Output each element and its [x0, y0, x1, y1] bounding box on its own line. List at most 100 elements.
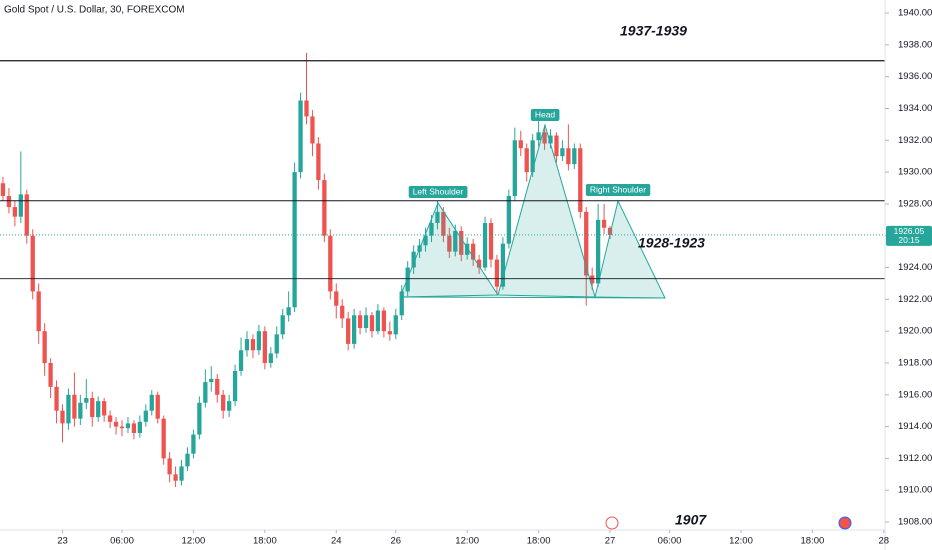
x-tick-label: 23 — [57, 536, 68, 547]
candle-body — [137, 421, 143, 433]
candle-body — [268, 353, 273, 363]
candle-body — [435, 211, 440, 224]
y-tick-label: 1928.00 — [898, 198, 932, 209]
candle-body — [441, 211, 446, 236]
candle-body — [54, 386, 59, 411]
event-flag-icon[interactable] — [838, 516, 852, 530]
candle-body — [102, 401, 107, 416]
candle-body — [72, 394, 77, 419]
candle-body — [607, 227, 613, 235]
candle-body — [185, 453, 190, 467]
x-tick-label: 12:00 — [182, 536, 206, 547]
x-tick-label: 18:00 — [527, 536, 551, 547]
y-tick-label: 1940.00 — [898, 8, 932, 19]
y-tick-label: 1908.00 — [898, 517, 932, 528]
candle-body — [506, 195, 512, 244]
x-tick-label: 18:00 — [801, 536, 825, 547]
candle-body — [465, 243, 470, 255]
y-tick-label: 1922.00 — [898, 294, 932, 305]
neckline — [399, 296, 666, 299]
candle-body — [90, 397, 95, 418]
candle-body — [375, 310, 381, 332]
candle-body — [226, 401, 232, 411]
candle-body — [518, 140, 523, 149]
candle-body — [322, 180, 327, 236]
candle-body — [536, 132, 541, 141]
x-tick-label: 27 — [605, 536, 616, 547]
y-tick-label: 1938.00 — [898, 39, 932, 50]
head-and-shoulders-pattern — [399, 123, 666, 299]
candle-body — [66, 394, 71, 424]
candle-body — [595, 219, 601, 284]
candle-body — [488, 223, 494, 260]
candle-body — [304, 100, 309, 117]
candle-body — [578, 148, 583, 212]
candle-body — [500, 243, 506, 287]
candle-body — [0, 183, 6, 196]
y-tick-label: 1924.00 — [898, 262, 932, 273]
candle-body — [411, 251, 416, 268]
candle-body — [340, 305, 345, 319]
candle-body — [292, 172, 297, 308]
candle-body — [78, 402, 83, 419]
candle-body — [453, 230, 458, 252]
x-tick-label: 12:00 — [455, 536, 479, 547]
candle-body — [232, 370, 238, 402]
candle-body — [590, 275, 595, 284]
candle-body — [12, 207, 18, 217]
candle-body — [482, 223, 488, 268]
candle-body — [250, 339, 256, 351]
countdown-label: 20:15 — [898, 235, 920, 245]
candle-body — [96, 401, 101, 418]
pattern-label: Head — [530, 109, 560, 121]
candle-body — [560, 148, 565, 157]
candle-body — [542, 132, 547, 144]
candle-body — [494, 259, 500, 287]
candle-body — [143, 410, 148, 422]
candle-body — [179, 466, 184, 481]
candle-body — [125, 423, 131, 429]
candle-body — [173, 474, 178, 481]
pattern-label: Right Shoulder — [585, 184, 651, 196]
y-tick-label: 1914.00 — [898, 421, 932, 432]
candle-body — [316, 143, 321, 181]
candle-body — [30, 235, 35, 292]
candle-body — [357, 315, 363, 328]
y-tick-label: 1930.00 — [898, 167, 932, 178]
candle-body — [351, 315, 357, 344]
last-price-label: 1926.05 — [894, 226, 925, 236]
candle-body — [512, 140, 517, 196]
candle-body — [363, 315, 369, 328]
annotation: 1937-1939 — [620, 23, 687, 39]
candle-body — [524, 148, 529, 173]
candle-body — [429, 223, 434, 236]
x-tick-label: 12:00 — [729, 536, 753, 547]
plot-area — [0, 52, 613, 488]
pattern-label-text: Right Shoulder — [590, 184, 646, 194]
x-tick-label: 06:00 — [658, 536, 682, 547]
candle-body — [149, 394, 154, 411]
pattern-label-box — [408, 186, 468, 198]
candle-body — [423, 235, 428, 246]
candle-body — [107, 415, 113, 422]
left-shoulder-shape — [399, 201, 499, 298]
candle-body — [298, 100, 303, 173]
candle-body — [369, 315, 375, 332]
candle-body — [471, 243, 476, 260]
candle-body — [572, 148, 577, 165]
candle-body — [584, 211, 589, 276]
candle-body — [6, 195, 12, 208]
candle-body — [387, 331, 392, 335]
candle-body — [554, 135, 559, 157]
candle-body — [197, 402, 202, 435]
candle-body — [155, 394, 160, 419]
candle-body — [334, 291, 339, 306]
head-shape — [497, 123, 596, 298]
annotation: 1907 — [675, 512, 707, 528]
x-tick-label: 26 — [390, 536, 401, 547]
candle-body — [393, 315, 398, 335]
candle-body — [60, 410, 65, 424]
event-icon[interactable] — [605, 516, 619, 530]
candle-body — [18, 194, 23, 217]
